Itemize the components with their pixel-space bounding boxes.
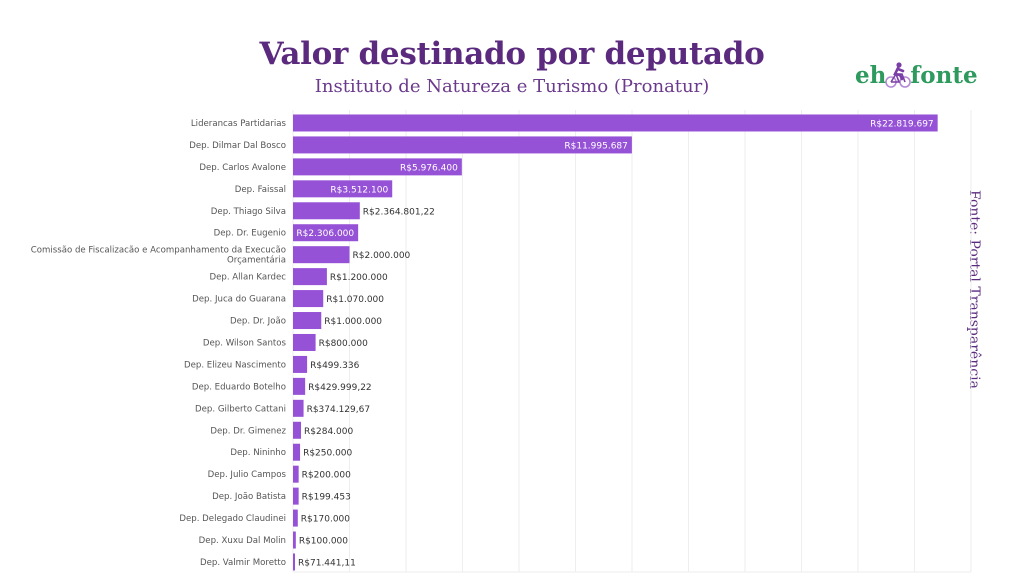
data-label: R$3.512.100 [330,185,388,195]
bar [293,443,301,461]
category-label: Dep. Xuxu Dal Molin [199,536,286,546]
category-label: Dep. Gilberto Cattani [195,404,286,414]
bar [293,268,327,286]
data-label: R$499.336 [310,361,359,371]
data-label: R$199.453 [302,493,351,503]
category-label: Dep. Eduardo Botelho [192,382,286,392]
category-label: Dep. Wilson Santos [203,338,287,348]
category-label: Dep. Dr. Eugenio [214,229,286,239]
bar [293,114,938,132]
bar [293,202,360,220]
category-label: Dep. Dr. João [230,317,286,327]
category-label: Dep. Valmir Moretto [200,558,286,568]
data-label: R$284.000 [304,427,353,437]
bar [293,224,359,242]
bar [293,421,302,439]
data-label: R$170.000 [301,515,350,525]
bar [293,465,299,483]
category-label: Dep. Carlos Avalone [199,163,286,173]
bar [293,553,296,571]
category-label: Dep. Nininho [230,448,286,458]
bar [293,246,350,264]
data-label: R$250.000 [303,449,352,459]
category-label: Dep. Dr. Gimenez [210,426,286,436]
data-label: R$2.000.000 [353,251,411,261]
bar [293,158,462,176]
bar [293,487,299,505]
category-label: Dep. Faissal [235,185,286,195]
bar [293,333,316,351]
ehfonte-logo: eh fonte [855,60,978,90]
category-label: Comissão de Fiscalizacão e Acompanhament… [31,246,286,266]
logo-text-right: fonte [910,61,978,89]
bar [293,180,393,198]
data-label: R$2.364.801,22 [363,207,435,217]
data-label: R$11.995.687 [564,141,628,151]
data-label: R$5.976.400 [400,163,458,173]
value-labels: R$22.819.697 R$11.995.687 R$5.976.400 R$3.5… [296,119,933,568]
category-label: Dep. João Batista [212,492,286,502]
data-label: R$100.000 [299,537,348,547]
data-label: R$374.129,67 [307,405,371,415]
bar [293,399,304,417]
data-label: R$200.000 [302,471,351,481]
category-labels: Liderancas Partidarias Dep. Dilmar Dal Bo… [31,119,287,568]
chart-subtitle: Instituto de Natureza e Turismo (Pronatu… [314,76,710,97]
category-label: Dep. Juca do Guarana [192,295,286,305]
data-label: R$2.306.000 [296,229,354,239]
category-label: Dep. Allan Kardec [209,273,286,283]
bars [293,114,938,571]
bar [293,136,632,154]
bar [293,312,322,330]
cyclist-icon [885,62,912,88]
bar [293,531,296,549]
data-label: R$800.000 [319,339,368,349]
category-label: Dep. Delegado Claudinei [179,514,286,524]
data-label: R$1.070.000 [326,295,384,305]
data-label: R$1.000.000 [324,317,382,327]
category-label: Dep. Julio Campos [208,470,287,480]
gridlines [292,110,972,573]
bar [293,355,308,373]
category-label: Liderancas Partidarias [191,119,287,129]
data-label: R$71.441,11 [298,558,356,568]
data-label: R$22.819.697 [870,119,934,129]
data-label: R$1.200.000 [330,273,388,283]
chart-title: Valor destinado por deputado [259,36,765,72]
bar [293,509,298,527]
category-label: Dep. Thiago Silva [211,207,286,217]
data-label: R$429.999,22 [308,383,372,393]
category-label: Dep. Dilmar Dal Bosco [189,141,286,151]
category-label: Dep. Elizeu Nascimento [184,360,286,370]
source-note: Fonte: Portal Transparência [966,190,982,389]
logo-text-left: eh [855,61,887,89]
bar [293,290,324,308]
bar [293,377,306,395]
